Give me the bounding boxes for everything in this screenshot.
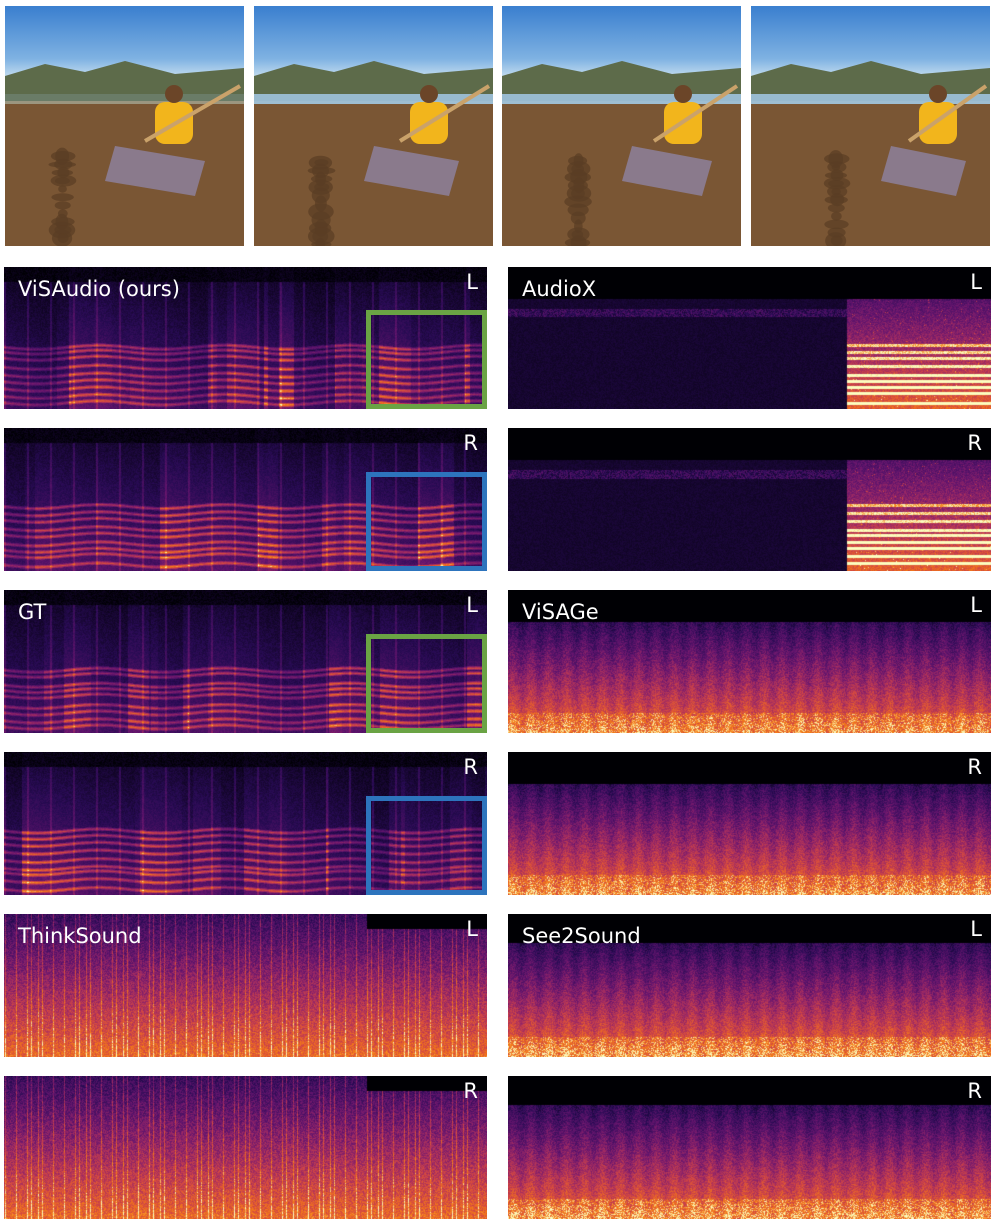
- spectrogram-image: [508, 590, 991, 733]
- spectrogram-image: [4, 267, 487, 409]
- video-frame-3: [502, 6, 741, 246]
- channel-label-left: L: [970, 917, 982, 941]
- method-label: AudioX: [522, 277, 597, 301]
- spectrogram-see2sound-left: See2Sound L: [508, 914, 991, 1057]
- spectrogram-image: [508, 1076, 991, 1219]
- spectrogram-gt-left: GT L: [4, 590, 487, 733]
- spectrogram-visaudio-right: R: [4, 428, 487, 571]
- spectrogram-image: [4, 914, 487, 1057]
- channel-label-left: L: [970, 593, 982, 617]
- channel-label-right: R: [463, 431, 478, 455]
- method-label: ViSAudio (ours): [18, 277, 180, 301]
- channel-label-left: L: [466, 917, 478, 941]
- video-frame-4: [751, 6, 990, 246]
- highlight-box-blue: [366, 472, 487, 571]
- spectrogram-image: [4, 1076, 487, 1219]
- video-frame-2: [254, 6, 493, 246]
- spectrogram-image: [4, 428, 487, 571]
- video-frame-1: [5, 6, 244, 246]
- spectrogram-thinksound-right: R: [4, 1076, 487, 1219]
- spectrogram-visaudio-left: ViSAudio (ours) L: [4, 267, 487, 409]
- method-label: GT: [18, 600, 47, 624]
- spectrogram-image: [508, 267, 991, 409]
- spectrogram-gt-right: R: [4, 752, 487, 895]
- spectrogram-audiox-right: R: [508, 428, 991, 571]
- highlight-box-green: [366, 310, 487, 409]
- spectrogram-image: [4, 590, 487, 733]
- channel-label-right: R: [967, 755, 982, 779]
- channel-label-right: R: [463, 1079, 478, 1103]
- channel-label-left: L: [466, 270, 478, 294]
- spectrogram-visage-right: R: [508, 752, 991, 895]
- spectrogram-visage-left: ViSAGe L: [508, 590, 991, 733]
- channel-label-left: L: [970, 270, 982, 294]
- spectrogram-image: [508, 914, 991, 1057]
- spectrogram-see2sound-right: R: [508, 1076, 991, 1219]
- spectrogram-audiox-left: AudioX L: [508, 267, 991, 409]
- spectrogram-thinksound-left: ThinkSound L: [4, 914, 487, 1057]
- method-label: ViSAGe: [522, 600, 599, 624]
- highlight-box-blue: [366, 796, 487, 895]
- video-frames-strip: [5, 6, 991, 246]
- spectrogram-image: [4, 752, 487, 895]
- channel-label-right: R: [967, 431, 982, 455]
- channel-label-right: R: [967, 1079, 982, 1103]
- channel-label-left: L: [466, 593, 478, 617]
- channel-label-right: R: [463, 755, 478, 779]
- spectrogram-image: [508, 752, 991, 895]
- method-label: ThinkSound: [18, 924, 142, 948]
- method-label: See2Sound: [522, 924, 641, 948]
- spectrogram-image: [508, 428, 991, 571]
- highlight-box-green: [366, 634, 487, 733]
